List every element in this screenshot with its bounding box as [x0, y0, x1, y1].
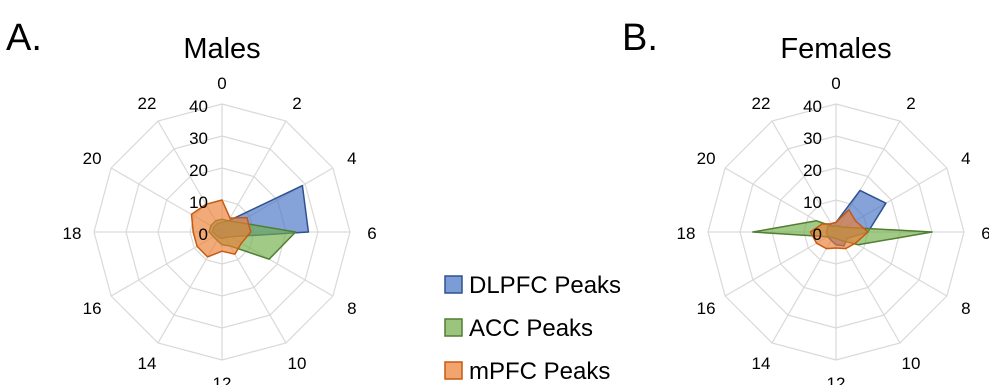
category-label: 20: [697, 149, 716, 168]
category-label: 18: [63, 224, 82, 243]
radial-tick-label: 0: [813, 225, 822, 244]
radial-tick-label: 10: [189, 193, 208, 212]
grid-spoke: [221, 120, 287, 233]
legend-item-dlpfc: DLPFC Peaks: [444, 272, 621, 299]
category-label: 10: [288, 354, 307, 373]
category-label: 0: [217, 74, 226, 93]
series-mpfc-peaks: [809, 209, 869, 250]
panel-letter-b: B.: [622, 17, 658, 59]
legend: DLPFC Peaks ACC Peaks mPFC Peaks: [444, 272, 621, 385]
radial-tick-label: 0: [199, 225, 208, 244]
radial-tick-label: 20: [803, 161, 822, 180]
category-label: 12: [213, 374, 232, 385]
category-label: 0: [831, 74, 840, 93]
radial-tick-label: 40: [189, 97, 208, 116]
grid-spoke: [771, 231, 837, 344]
category-label: 22: [752, 94, 771, 113]
category-label: 16: [83, 299, 102, 318]
category-label: 4: [347, 149, 356, 168]
legend-label-mpfc: mPFC Peaks: [469, 358, 610, 385]
category-label: 2: [906, 94, 915, 113]
category-label: 6: [981, 224, 989, 243]
category-label: 8: [347, 299, 356, 318]
category-label: 18: [677, 224, 696, 243]
legend-label-acc: ACC Peaks: [469, 315, 593, 342]
legend-item-mpfc: mPFC Peaks: [444, 358, 610, 385]
radial-tick-label: 30: [189, 129, 208, 148]
legend-label-dlpfc: DLPFC Peaks: [469, 272, 621, 299]
legend-swatch-dlpfc: [444, 275, 463, 294]
radial-tick-label: 10: [803, 193, 822, 212]
grid-spoke: [771, 120, 837, 233]
category-label: 4: [961, 149, 970, 168]
grid-spoke: [835, 231, 901, 344]
radial-tick-label: 40: [803, 97, 822, 116]
category-label: 12: [827, 374, 846, 385]
category-label: 10: [902, 354, 921, 373]
panel-letter-a: A.: [6, 17, 42, 59]
chart-title: Females: [780, 33, 891, 65]
legend-swatch-acc: [444, 318, 463, 337]
category-label: 16: [697, 299, 716, 318]
series-mpfc-peaks: [190, 199, 252, 258]
chart-title: Males: [183, 33, 260, 65]
radial-tick-label: 20: [189, 161, 208, 180]
category-label: 6: [367, 224, 376, 243]
category-label: 14: [752, 354, 771, 373]
category-label: 2: [292, 94, 301, 113]
category-label: 14: [138, 354, 157, 373]
legend-item-acc: ACC Peaks: [444, 315, 593, 342]
radar-chart-females: Females 0 10 20 30 40 0 2 4 6 8 10 12 14 16 18 20 22: [677, 33, 989, 385]
category-label: 8: [961, 299, 970, 318]
category-label: 22: [138, 94, 157, 113]
legend-swatch-mpfc: [444, 361, 463, 380]
radar-chart-males: Males 0 10 20 30 40 0 2 4 6 8 10 12 14 16 18 20 22: [63, 33, 377, 385]
radial-tick-label: 30: [803, 129, 822, 148]
category-label: 20: [83, 149, 102, 168]
